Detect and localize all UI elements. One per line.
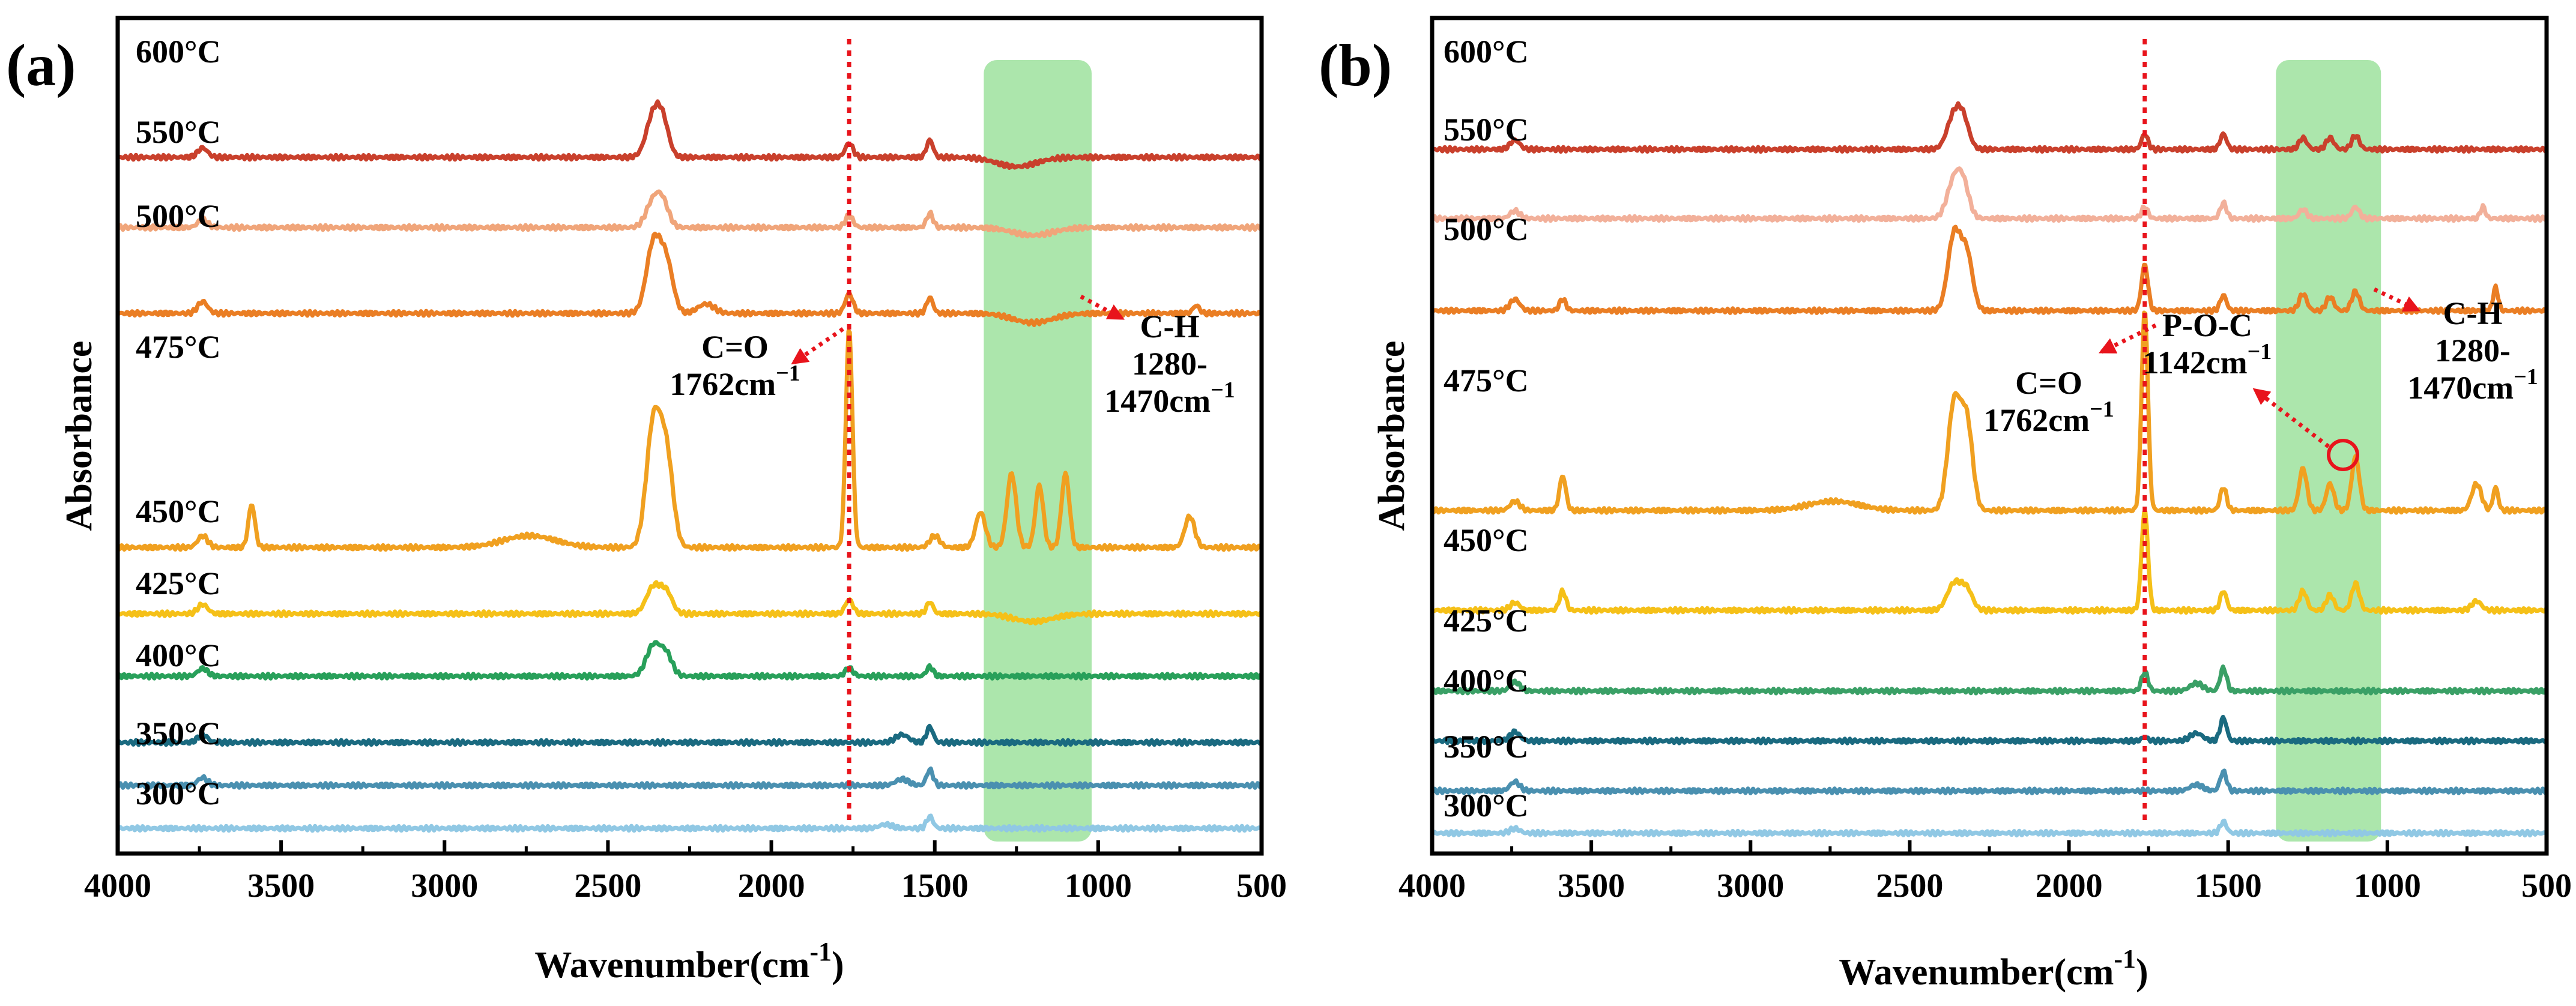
panel-a-temp-label-500: 500°C [136,198,221,234]
panel-a-series-350c [116,767,1264,790]
panel-a-band [984,60,1092,842]
panel-a-series-475c [115,329,1263,552]
panel-b-series-550c [1430,166,2548,223]
panel-a-temp-label-450: 450°C [136,493,221,529]
panel-a: 4000 3500 3000 2500 2000 1500 1000 500 (a) Abso… [6,16,1287,986]
panel-a-series-600c [116,99,1263,170]
panel-a-temp-label-550: 550°C [136,114,221,150]
panel-b-annotation-poc-arrow [2252,388,2330,448]
panel-b-x-tick-label-3000: 3000 [1717,867,1784,905]
panel-b-temp-label-425: 425°C [1444,603,1529,639]
panel-b-x-tick-label-1500: 1500 [2195,867,2262,905]
panel-b-series-500c [1431,224,2549,315]
panel-b-temp-label-400: 400°C [1444,663,1529,699]
panel-a-series [115,99,1264,833]
panel-a-temp-label-400: 400°C [136,637,221,673]
panel-b-ticks: 4000 3500 3000 2500 2000 1500 1000 500 [1398,840,2572,905]
panel-b-series-425c [1431,664,2548,696]
panel-b-annotation-co: C=O 1762cm−1 [1983,365,2114,438]
panel-b-series-600c [1431,101,2548,154]
panel-a-x-tick-label-3000: 3000 [411,867,478,905]
panel-b: 4000 3500 3000 2500 2000 1500 1000 500 (b) Abso… [1319,16,2572,993]
panel-b-series-400c [1431,714,2548,745]
panel-a-series-500c [116,231,1264,327]
panel-a-temp-label-350: 350°C [136,715,221,751]
panel-a-series-550c [115,189,1263,239]
panel-b-temp-label-300: 300°C [1444,788,1529,824]
panel-b-annotation-co-arrow [2098,323,2157,354]
panel-b-temp-label-475: 475°C [1444,363,1529,399]
panel-b-annotation-ch: C-H 1280-1470cm−1 [2407,295,2538,406]
panel-b-x-tick-label-3500: 3500 [1558,867,1625,905]
panel-b-x-tick-label-500: 500 [2521,867,2572,905]
panel-b-xlabel: Wavenumber(cm-1) [1839,944,2148,993]
panel-b-x-tick-label-4000: 4000 [1398,867,1466,905]
panel-a-annotation-co-arrow [791,327,844,365]
panel-b-annotation-poc: P-O-C 1142cm−1 [2143,307,2272,381]
panel-a-x-tick-label-500: 500 [1236,867,1287,905]
panel-b-ylabel: Absorbance [1371,341,1412,531]
panel-b-temp-label-500: 500°C [1444,211,1529,247]
panel-a-ylabel: Absorbance [59,341,100,531]
panel-a-annotation-ch: C-H 1280-1470cm−1 [1104,309,1235,419]
panel-b-series-350c [1430,768,2549,795]
panel-a-series-400c [116,723,1263,747]
panel-a-temp-label-425: 425°C [136,565,221,601]
panel-a-xlabel: Wavenumber(cm-1) [534,937,844,986]
panel-b-temp-label-350: 350°C [1444,729,1529,765]
panel-a-x-tick-label-3500: 3500 [247,867,315,905]
panel-b-label: (b) [1319,32,1392,98]
panel-a-x-tick-label-4000: 4000 [84,867,151,905]
panel-b-temp-label-450: 450°C [1444,522,1529,558]
panel-a-series-300c [116,813,1263,833]
panel-b-x-tick-label-2000: 2000 [2036,867,2103,905]
panel-b-series-475c [1430,310,2548,515]
panel-b-series-300c [1430,818,2548,838]
panel-a-x-tick-label-1000: 1000 [1065,867,1132,905]
panel-a-temp-label-600: 600°C [136,34,221,70]
panel-b-series-450c [1430,510,2548,615]
panel-a-x-tick-label-1500: 1500 [901,867,969,905]
panel-b-x-tick-label-2500: 2500 [1876,867,1943,905]
panel-a-series-450c [116,580,1263,626]
panel-a-temp-label-300: 300°C [136,776,221,812]
panel-b-poc-marker [2327,439,2359,471]
panel-a-label: (a) [6,32,76,98]
panel-b-temp-label-600: 600°C [1444,34,1529,70]
panel-a-x-tick-label-2500: 2500 [574,867,641,905]
panel-b-temp-label-550: 550°C [1444,112,1529,148]
panel-a-ticks: 4000 3500 3000 2500 2000 1500 1000 500 [84,840,1287,905]
panel-a-series-425c [116,640,1263,681]
panel-b-x-tick-label-1000: 1000 [2354,867,2421,905]
panel-b-series [1430,101,2549,838]
panel-a-annotation-co: C=O 1762cm−1 [670,329,800,402]
panel-a-x-tick-label-2000: 2000 [738,867,805,905]
panel-a-temp-label-475: 475°C [136,329,221,365]
